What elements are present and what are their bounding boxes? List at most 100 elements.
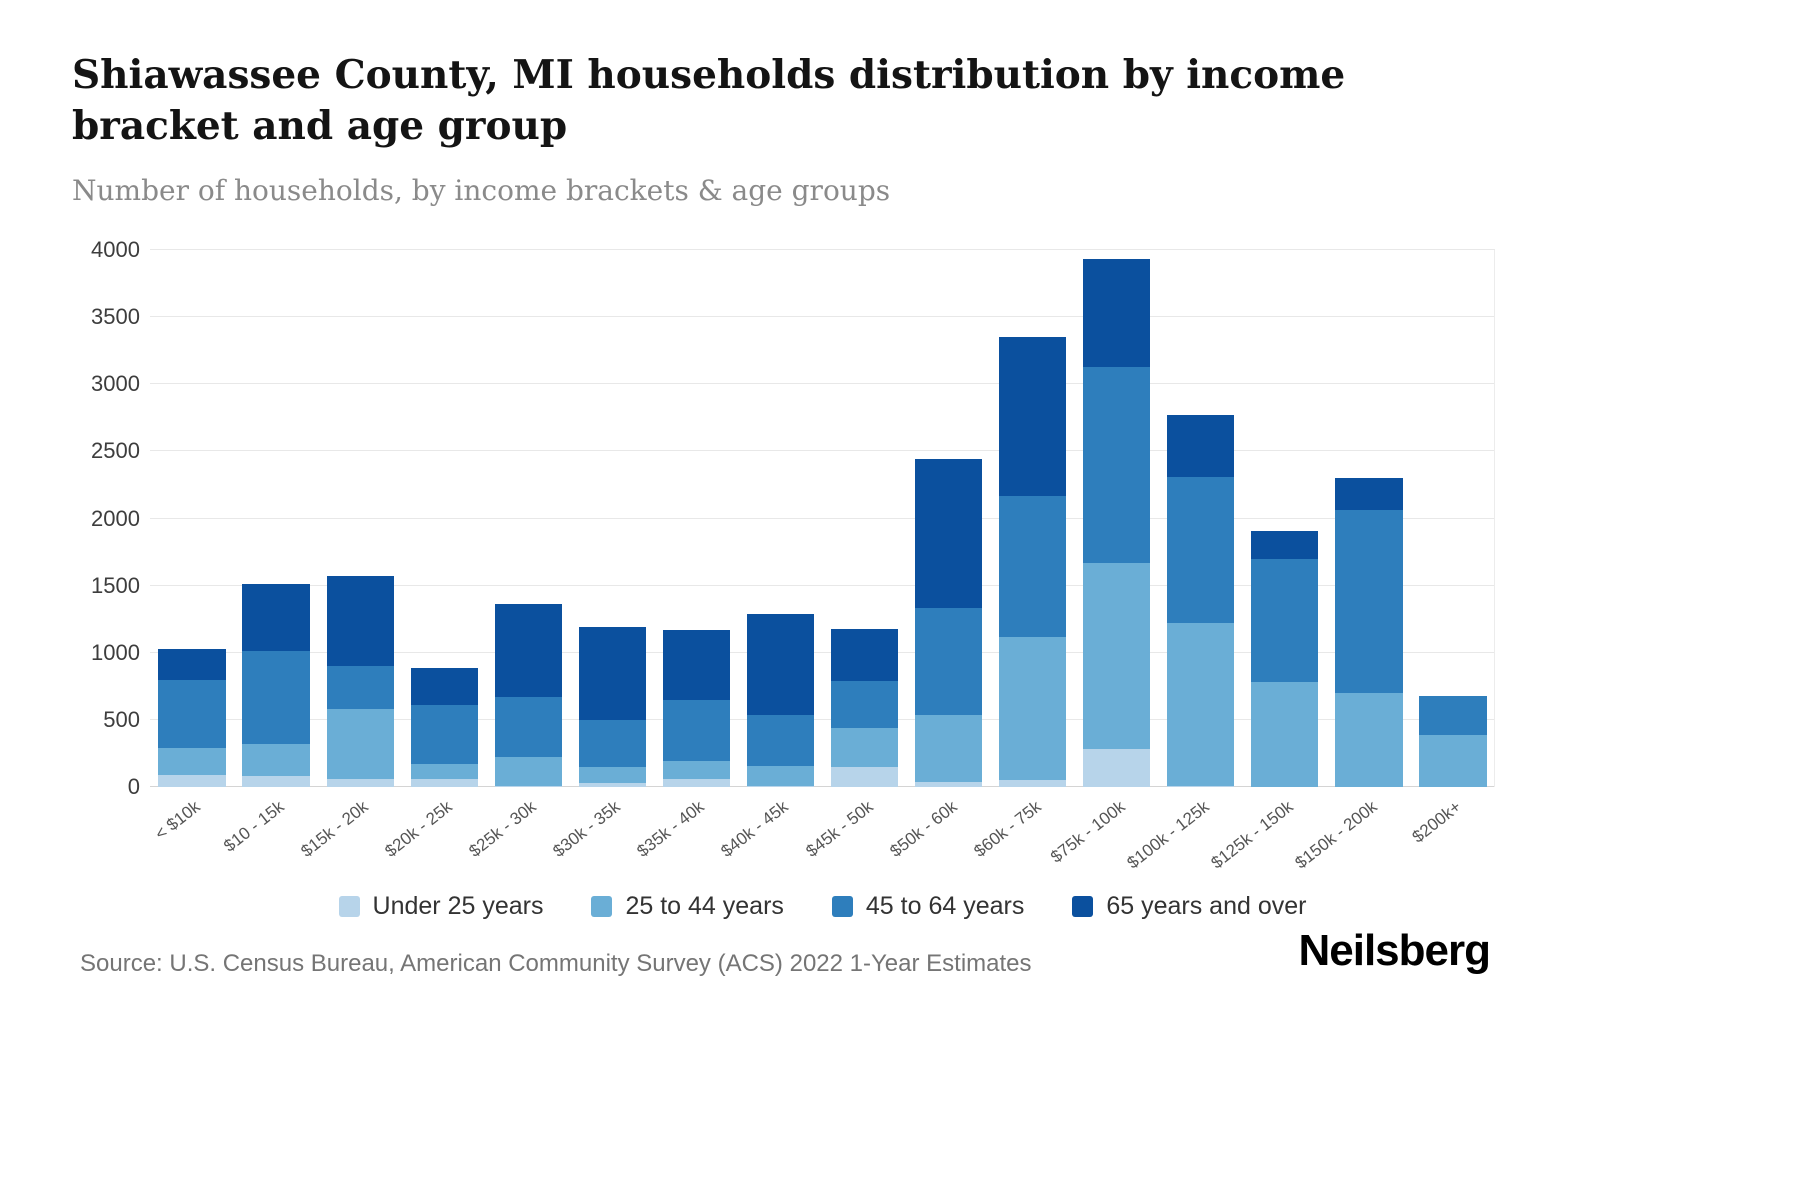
bar-segment-65-years-and-over[interactable] (1251, 530, 1319, 559)
gridline (150, 383, 1495, 385)
bar-segment-45-to-64-years[interactable] (326, 666, 394, 710)
stacked-bar-30k-35k[interactable] (578, 250, 646, 787)
stacked-bar-45k-50k[interactable] (830, 250, 899, 787)
bar-column (738, 250, 822, 787)
bar-segment-under-25-years[interactable] (1167, 785, 1235, 787)
bar-segment-under-25-years[interactable] (830, 766, 899, 787)
bar-segment-45-to-64-years[interactable] (494, 697, 562, 758)
bar-segment-25-to-44-years[interactable] (1335, 693, 1403, 787)
bar-segment-65-years-and-over[interactable] (494, 604, 562, 698)
legend-item-45-to-64-years[interactable]: 45 to 64 years (831, 892, 1025, 921)
gridline (150, 651, 1495, 653)
stacked-bar-40k-45k[interactable] (746, 250, 815, 787)
legend-label: 45 to 64 years (865, 892, 1025, 920)
bar-segment-25-to-44-years[interactable] (410, 763, 478, 779)
bar-segment-65-years-and-over[interactable] (746, 613, 815, 715)
gridline (150, 584, 1495, 586)
bar-segment-25-to-44-years[interactable] (494, 757, 562, 786)
bar-segment-25-to-44-years[interactable] (578, 766, 646, 783)
page-title: Shiawassee County, MI households distrib… (72, 52, 1346, 150)
bar-segment-65-years-and-over[interactable] (662, 629, 731, 700)
bar-segment-65-years-and-over[interactable] (242, 584, 310, 652)
bar-segment-65-years-and-over[interactable] (1335, 478, 1403, 511)
stacked-bar-200k[interactable] (1419, 250, 1487, 787)
stacked-bar-20k-25k[interactable] (410, 250, 478, 787)
bar-column (318, 250, 402, 787)
bar-segment-under-25-years[interactable] (326, 778, 394, 787)
bar-segment-45-to-64-years[interactable] (1167, 476, 1235, 624)
bar-segment-under-25-years[interactable] (746, 785, 815, 787)
stacked-bar-25k-30k[interactable] (494, 250, 562, 787)
gridline (150, 786, 1495, 787)
bar-segment-45-to-64-years[interactable] (999, 495, 1067, 637)
bar-segment-25-to-44-years[interactable] (326, 709, 394, 779)
bar-segment-65-years-and-over[interactable] (326, 576, 394, 667)
bar-segment-25-to-44-years[interactable] (242, 744, 310, 777)
stacked-bar-150k-200k[interactable] (1335, 250, 1403, 787)
y-axis-tick-label: 500 (103, 706, 140, 732)
bar-segment-under-25-years[interactable] (410, 778, 478, 787)
bar-segment-65-years-and-over[interactable] (158, 648, 226, 680)
bar-segment-under-25-years[interactable] (578, 782, 646, 787)
stacked-bar-15k-20k[interactable] (326, 250, 394, 787)
bar-segment-45-to-64-years[interactable] (1251, 558, 1319, 683)
bar-segment-25-to-44-years[interactable] (1083, 562, 1151, 750)
plot-area (150, 249, 1495, 787)
bar-segment-45-to-64-years[interactable] (242, 651, 310, 745)
bar-column (486, 250, 570, 787)
bar-segment-under-25-years[interactable] (494, 785, 562, 787)
bar-segment-45-to-64-years[interactable] (914, 608, 983, 715)
y-axis-tick-label: 2500 (91, 438, 140, 464)
bar-segment-45-to-64-years[interactable] (746, 714, 815, 767)
bar-segment-25-to-44-years[interactable] (746, 766, 815, 786)
stacked-bar-35k-40k[interactable] (662, 250, 731, 787)
bar-segment-45-to-64-years[interactable] (1083, 366, 1151, 563)
bar-segment-65-years-and-over[interactable] (578, 627, 646, 720)
stacked-bar-50k-60k[interactable] (914, 250, 983, 787)
bar-segment-under-25-years[interactable] (999, 780, 1067, 787)
legend-swatch (831, 896, 853, 917)
bar-column (823, 250, 907, 787)
bar-segment-45-to-64-years[interactable] (1419, 695, 1487, 735)
bar-segment-25-to-44-years[interactable] (158, 748, 226, 775)
bar-segment-25-to-44-years[interactable] (1419, 734, 1487, 787)
bar-segment-65-years-and-over[interactable] (1167, 415, 1235, 477)
bar-segment-65-years-and-over[interactable] (914, 459, 983, 609)
stacked-bar-100k-125k[interactable] (1167, 250, 1235, 787)
legend-swatch (1072, 896, 1094, 917)
bar-segment-under-25-years[interactable] (662, 778, 731, 787)
bar-segment-under-25-years[interactable] (242, 776, 310, 787)
bar-segment-45-to-64-years[interactable] (578, 719, 646, 767)
bar-segment-45-to-64-years[interactable] (830, 680, 899, 728)
bar-segment-under-25-years[interactable] (914, 781, 983, 787)
bar-segment-25-to-44-years[interactable] (662, 760, 731, 779)
legend-item-25-to-44-years[interactable]: 25 to 44 years (591, 892, 784, 921)
bar-segment-25-to-44-years[interactable] (1167, 623, 1235, 786)
bar-segment-25-to-44-years[interactable] (999, 636, 1067, 781)
bar-segment-25-to-44-years[interactable] (1251, 682, 1319, 787)
legend-item-65-years-and-over[interactable]: 65 years and over (1072, 892, 1306, 921)
stacked-bar-10-15k[interactable] (242, 250, 310, 787)
bar-segment-45-to-64-years[interactable] (662, 699, 731, 761)
bar-column (234, 250, 318, 787)
bar-segment-45-to-64-years[interactable] (1335, 510, 1403, 694)
bar-segment-25-to-44-years[interactable] (830, 727, 899, 767)
legend-swatch (591, 896, 613, 917)
bar-column (1327, 250, 1411, 787)
stacked-bar-10k[interactable] (158, 250, 226, 787)
bar-segment-under-25-years[interactable] (158, 774, 226, 787)
bar-segment-under-25-years[interactable] (1083, 749, 1151, 787)
bar-segment-65-years-and-over[interactable] (999, 337, 1067, 496)
legend-item-under-25-years[interactable]: Under 25 years (338, 892, 543, 921)
stacked-bar-125k-150k[interactable] (1251, 250, 1319, 787)
stacked-bar-60k-75k[interactable] (999, 250, 1067, 787)
bar-segment-65-years-and-over[interactable] (830, 628, 899, 681)
bar-segment-25-to-44-years[interactable] (914, 714, 983, 782)
bar-segment-65-years-and-over[interactable] (410, 667, 478, 706)
bar-segment-65-years-and-over[interactable] (1083, 259, 1151, 367)
plot-right-border (1494, 250, 1495, 787)
stacked-bar-75k-100k[interactable] (1083, 250, 1151, 787)
bar-segment-45-to-64-years[interactable] (410, 705, 478, 764)
bar-segment-45-to-64-years[interactable] (158, 679, 226, 749)
gridline (150, 718, 1495, 720)
